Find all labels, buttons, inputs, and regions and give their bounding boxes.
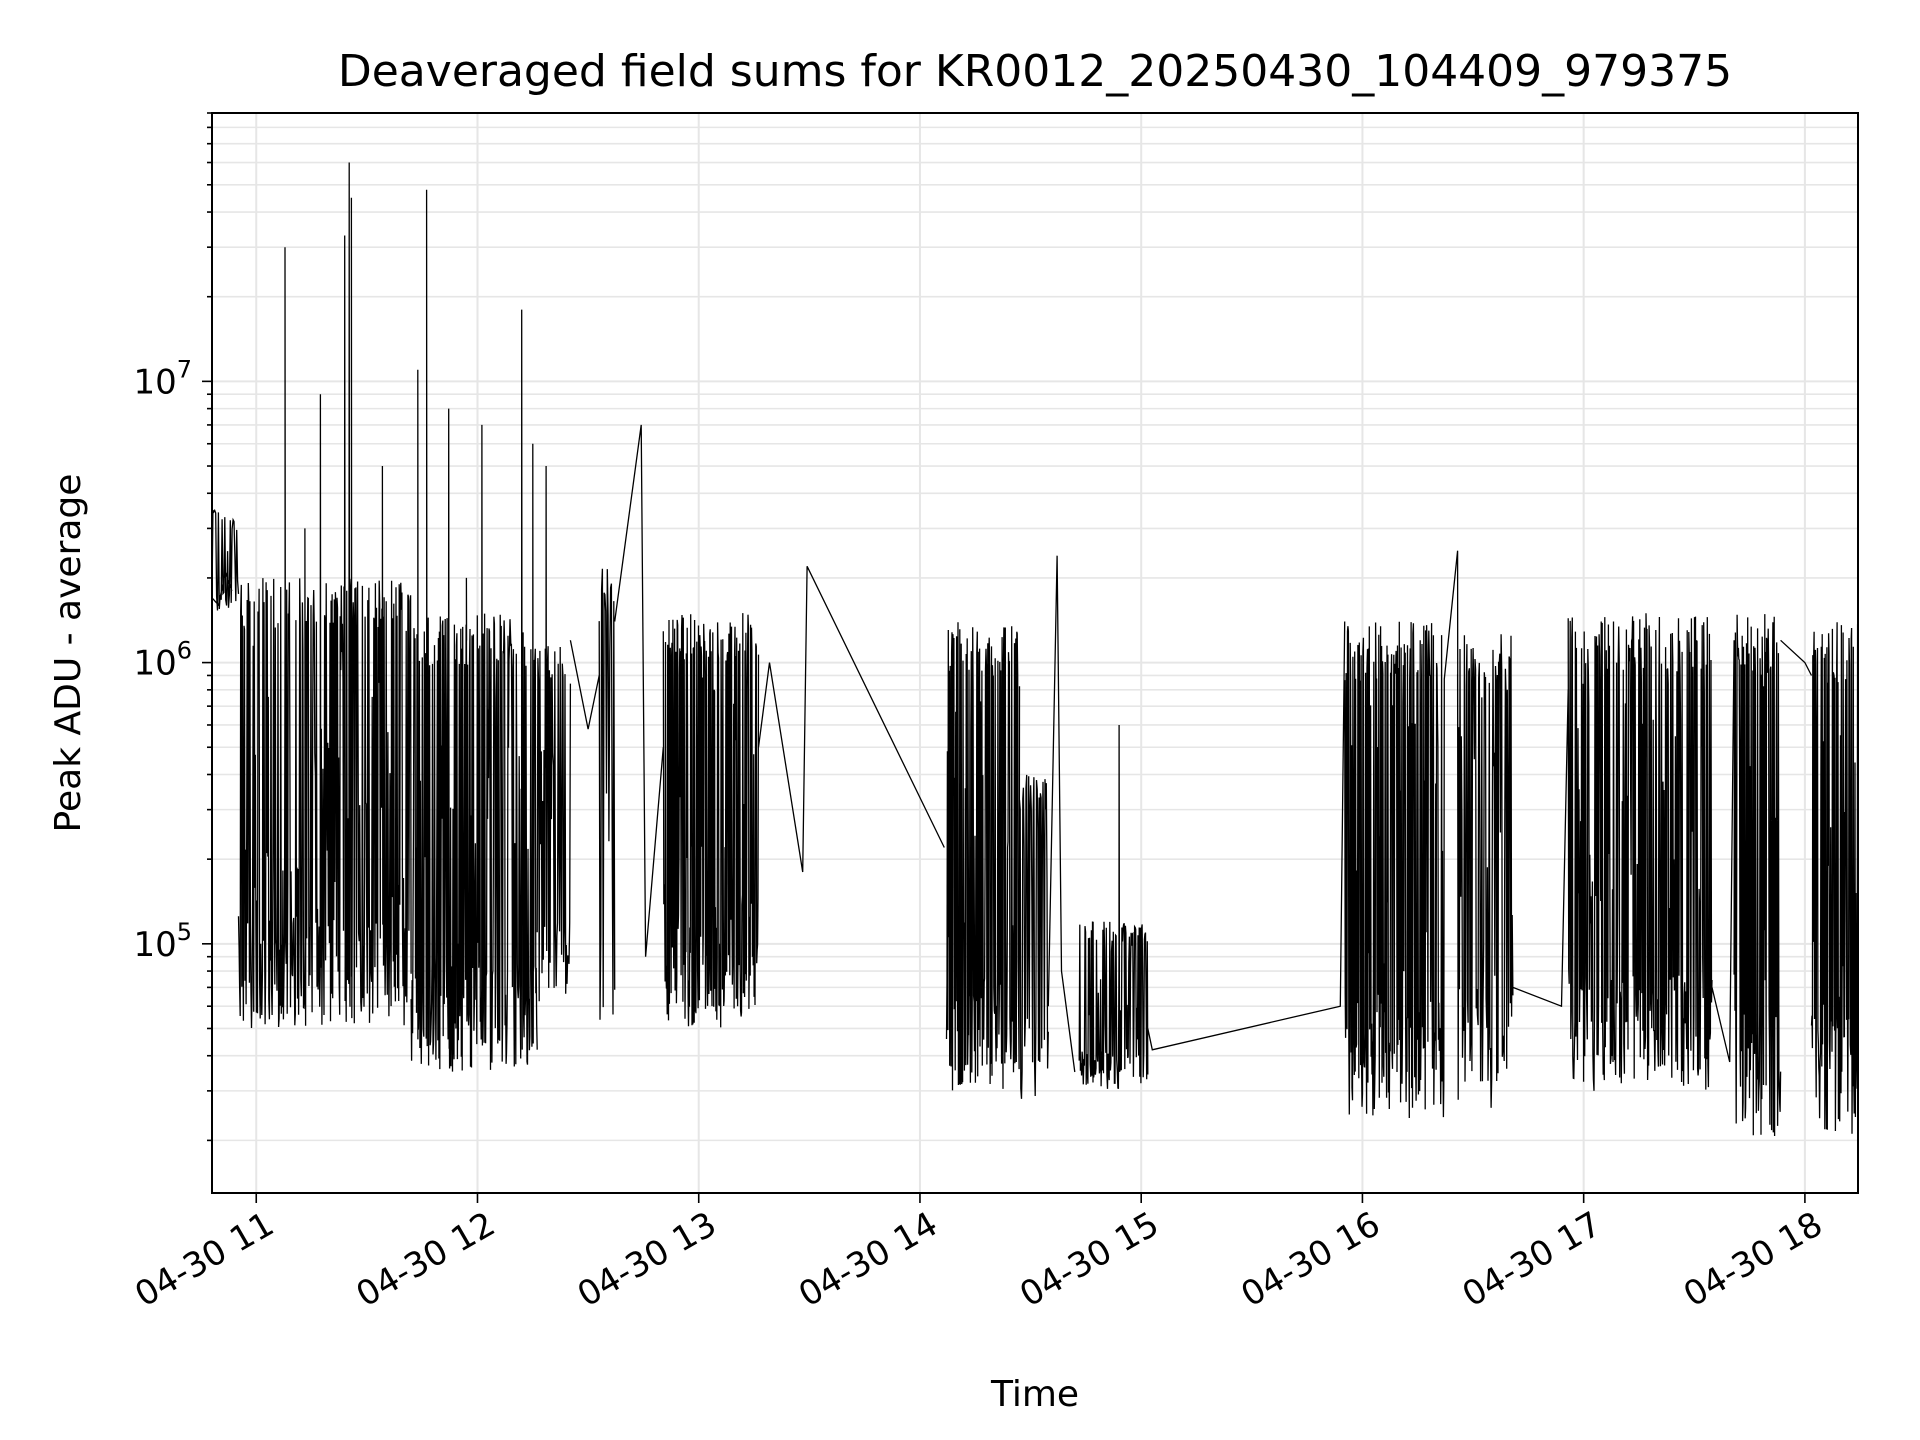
chart-title: Deaveraged field sums for KR0012_2025043… [338, 46, 1732, 97]
data-series-line [211, 162, 1859, 1137]
y-tick-label: 105 [133, 918, 192, 965]
data-layer [211, 162, 1859, 1137]
y-tick-label: 107 [133, 355, 192, 402]
plot-frame [211, 112, 1859, 1194]
y-axis-label: Peak ADU - average [48, 474, 89, 833]
y-tick-label: 106 [133, 637, 192, 684]
x-axis-label: Time [990, 1374, 1079, 1415]
